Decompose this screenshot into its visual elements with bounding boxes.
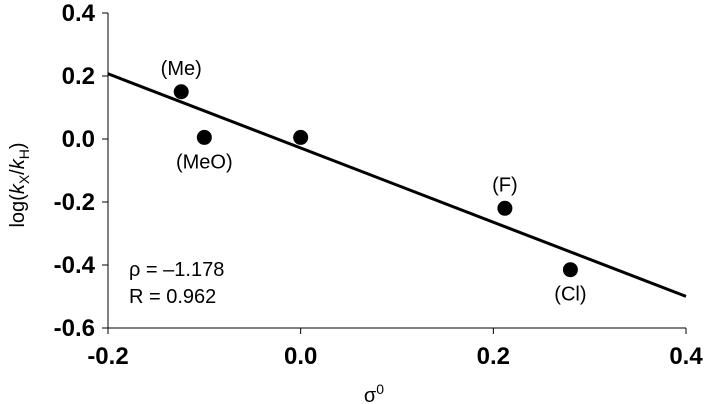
data-point	[497, 200, 513, 216]
point-label: (Cl)	[554, 284, 586, 306]
y-axis-k2: k	[7, 158, 29, 169]
data-point	[173, 84, 189, 100]
y-axis-prefix: log(	[7, 194, 29, 228]
y-axis-sub2: H	[16, 149, 32, 159]
fit-line	[107, 72, 687, 298]
data-point	[562, 262, 578, 278]
y-tick-label: -0.6	[54, 315, 95, 342]
fit-line-group	[107, 72, 687, 298]
x-axis-symbol: σ	[364, 385, 377, 404]
points-group: (Me) (MeO) (F) (Cl)	[161, 58, 587, 306]
x-tick-label: 0.0	[284, 343, 317, 370]
y-tick-label: -0.2	[54, 189, 95, 216]
x-tick-label: 0.2	[477, 343, 510, 370]
y-axis-k1: k	[7, 183, 29, 194]
y-axis-title: log(kX/kH)	[7, 142, 32, 227]
annotation-r: R = 0.962	[129, 286, 216, 308]
data-point	[293, 129, 309, 145]
y-axis-slash: /	[7, 169, 29, 175]
y-axis-suffix: )	[7, 142, 29, 149]
x-tick-label: 0.4	[669, 343, 703, 370]
y-tick-label: 0.4	[62, 0, 96, 27]
x-axis-superscript: 0	[376, 381, 384, 397]
x-axis-title: σ0	[364, 381, 384, 404]
annotation-rho: ρ = –1.178	[129, 259, 224, 281]
tick-labels-group: 0.40.20.0-0.2-0.4-0.6-0.2 0.0 0.2 0.4	[54, 0, 704, 370]
point-label: (F)	[492, 174, 518, 196]
y-tick-label: -0.4	[54, 252, 96, 279]
point-label: (Me)	[161, 58, 202, 80]
y-axis-sub1: X	[16, 174, 32, 184]
y-tick-label: 0.2	[62, 63, 95, 90]
axes	[102, 12, 687, 334]
data-point	[196, 129, 212, 145]
y-tick-label: 0.0	[62, 126, 95, 153]
point-label: (MeO)	[176, 151, 233, 173]
x-tick-label: -0.2	[87, 343, 128, 370]
